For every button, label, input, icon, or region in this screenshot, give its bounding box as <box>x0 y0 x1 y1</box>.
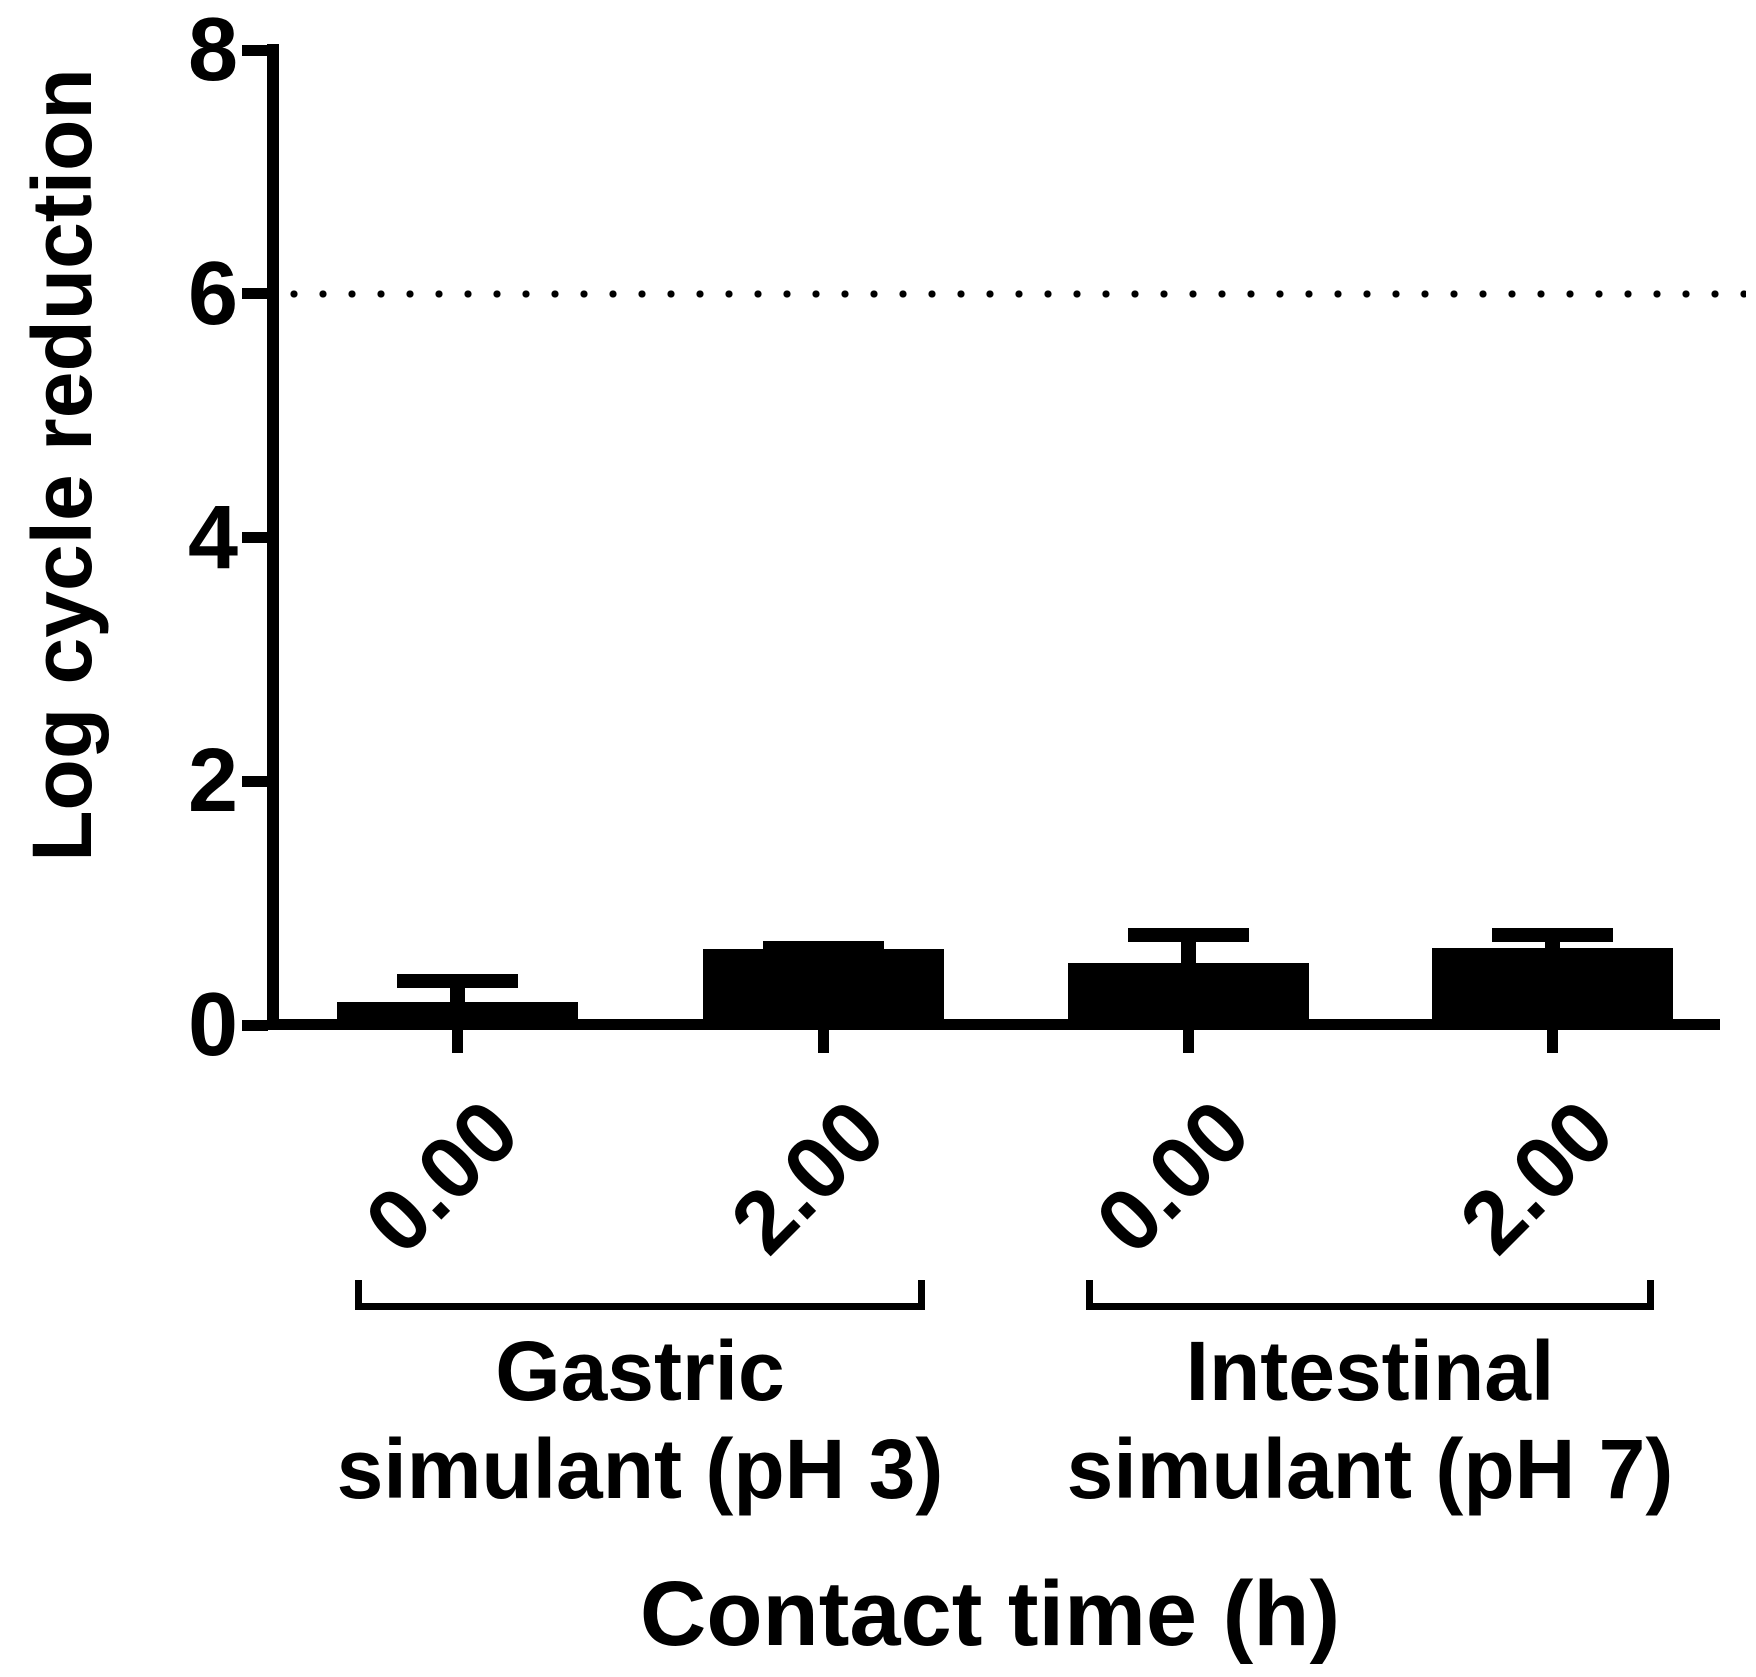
x-axis-title: Contact time (h) <box>639 1563 1341 1665</box>
group-label: Gastric simulant (pH 3) <box>190 1322 1090 1518</box>
y-tick <box>242 775 268 787</box>
group-label-line2: simulant (pH 3) <box>336 1422 944 1516</box>
y-tick <box>242 1019 268 1031</box>
error-bar-cap <box>396 973 518 988</box>
y-axis-line <box>267 44 279 1030</box>
y-tick <box>242 532 268 543</box>
x-tick <box>1182 1030 1194 1053</box>
y-tick-label: 8 <box>187 0 238 100</box>
x-tick-label: 0.00 <box>1076 1080 1268 1272</box>
y-tick <box>242 44 268 56</box>
bar <box>336 1001 578 1030</box>
group-label-line1: Intestinal <box>1185 1324 1555 1418</box>
error-bar-cap <box>1127 927 1249 942</box>
bar <box>1067 962 1309 1030</box>
group-label-line2: simulant (pH 7) <box>1066 1422 1674 1516</box>
x-tick-label: 2.00 <box>711 1080 903 1272</box>
error-bar-cap <box>1491 927 1613 942</box>
bar <box>702 949 944 1030</box>
x-tick-label: 0.00 <box>345 1080 537 1272</box>
threshold-dotted-line <box>290 289 1746 298</box>
x-tick <box>1546 1030 1558 1053</box>
y-tick <box>242 288 268 300</box>
y-tick-label: 6 <box>187 243 238 344</box>
x-tick <box>817 1030 829 1053</box>
x-axis-line <box>267 1019 1720 1030</box>
y-axis-title: Log cycle reduction <box>15 68 109 862</box>
group-label: Intestinal simulant (pH 7) <box>920 1322 1756 1518</box>
x-tick <box>451 1030 463 1053</box>
group-bracket <box>355 1280 925 1310</box>
group-bracket <box>1086 1280 1654 1310</box>
y-tick-label: 4 <box>187 487 238 588</box>
y-tick-label: 2 <box>187 731 238 832</box>
y-tick-label: 0 <box>187 975 238 1075</box>
bar <box>1431 948 1673 1030</box>
x-tick-label: 2.00 <box>1440 1080 1632 1272</box>
group-label-line1: Gastric <box>495 1324 785 1418</box>
